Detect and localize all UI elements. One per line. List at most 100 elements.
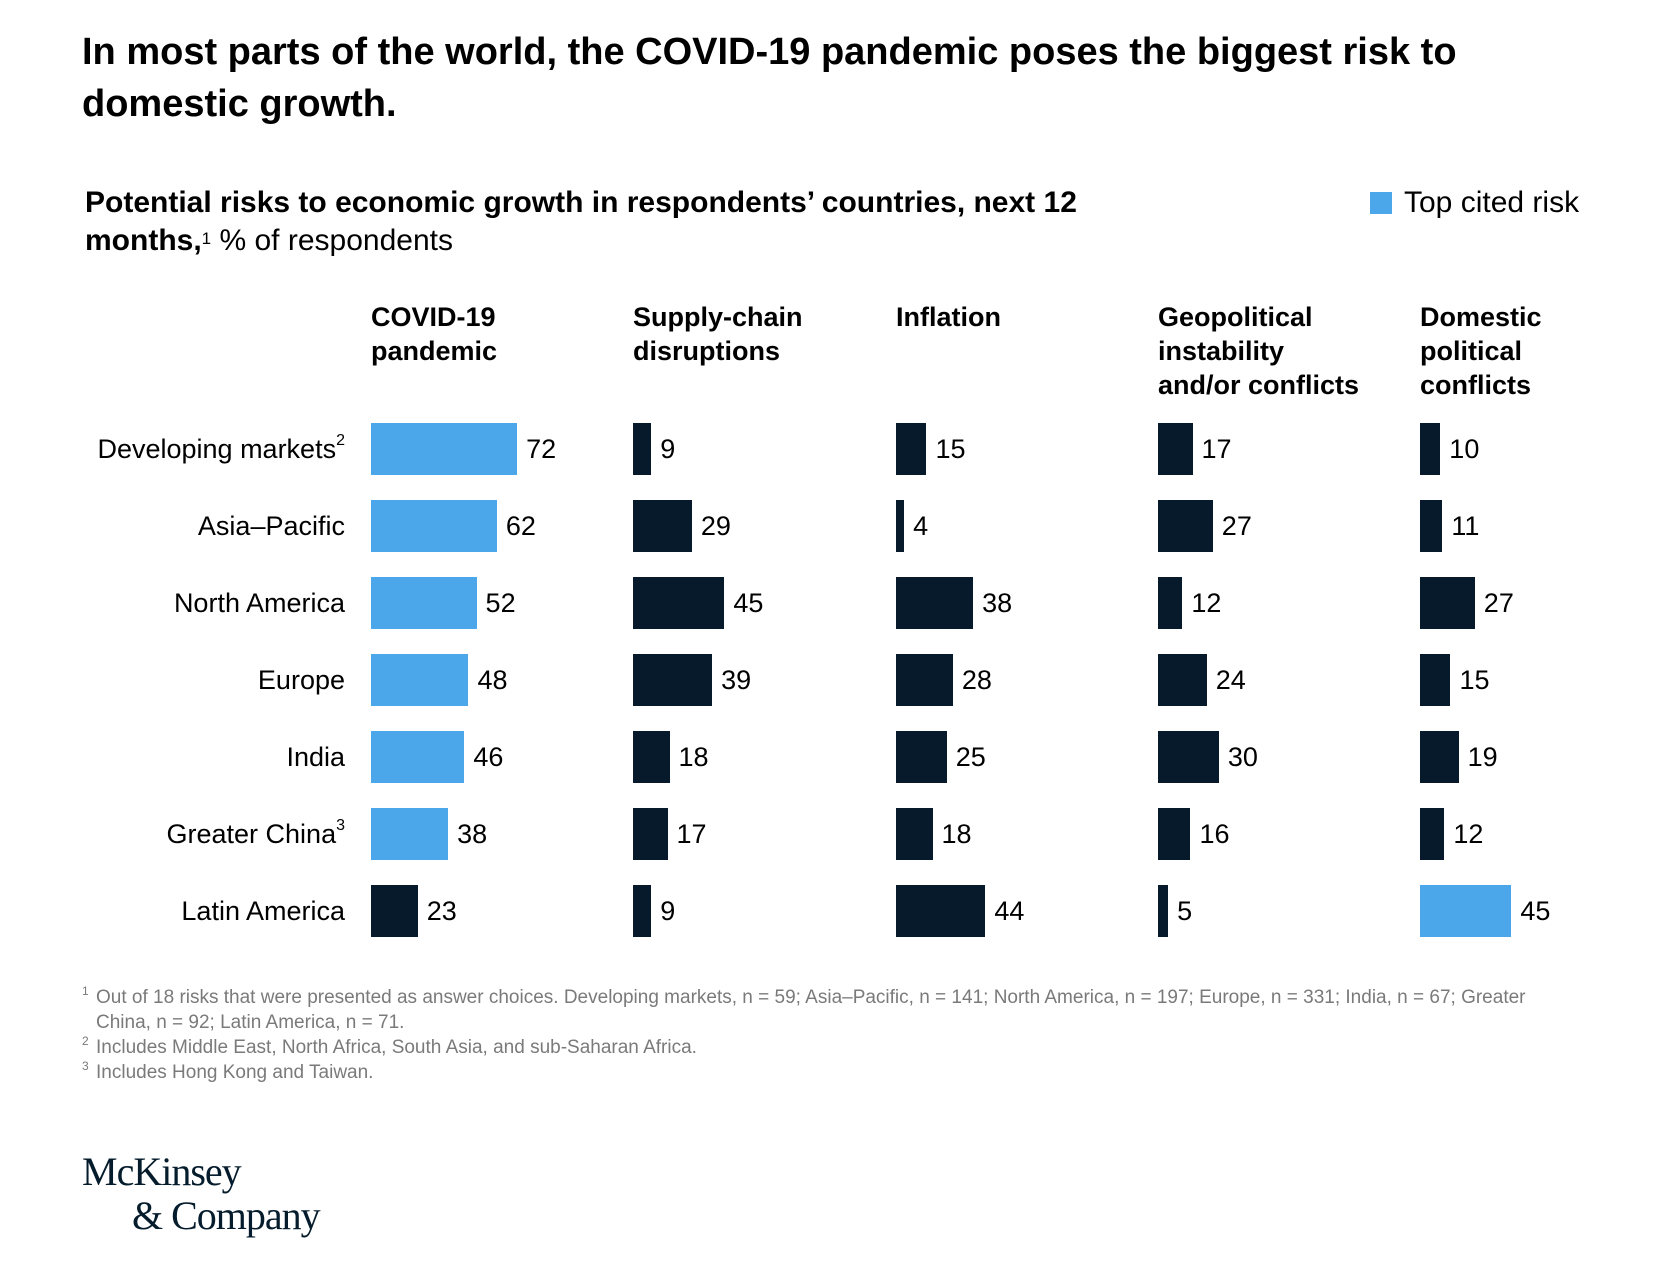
bar-value-label: 48 bbox=[477, 665, 508, 695]
bar-value-label: 24 bbox=[1215, 665, 1246, 695]
chart-subtitle: Potential risks to economic growth in re… bbox=[85, 184, 1185, 260]
bar bbox=[371, 885, 418, 937]
bar-value-label: 23 bbox=[426, 896, 457, 926]
bar-value-label: 18 bbox=[941, 819, 972, 849]
bar-value-label: 4 bbox=[913, 511, 929, 541]
bar-value-label: 29 bbox=[700, 511, 731, 541]
row-label: India bbox=[286, 742, 345, 772]
bar-value-label: 9 bbox=[660, 896, 676, 926]
bar-value-label: 17 bbox=[676, 819, 707, 849]
column-header: COVID-19 pandemic bbox=[371, 302, 498, 366]
bar-value-label: 44 bbox=[994, 896, 1025, 926]
bar bbox=[896, 500, 905, 552]
row-label: Developing markets2 bbox=[97, 432, 345, 464]
bar-value-label: 12 bbox=[1191, 588, 1222, 618]
row-label: Greater China3 bbox=[166, 817, 346, 849]
bar bbox=[896, 885, 986, 937]
bar bbox=[371, 654, 469, 706]
footnote: 2 Includes Middle East, North Africa, Sou… bbox=[82, 1034, 1562, 1060]
bar bbox=[633, 577, 725, 629]
bar-value-label: 27 bbox=[1221, 511, 1252, 541]
footnote: 1 Out of 18 risks that were presented as … bbox=[82, 984, 1562, 1035]
bar bbox=[1158, 885, 1169, 937]
legend: Top cited risk bbox=[1370, 186, 1579, 220]
bar bbox=[1420, 577, 1475, 629]
row-label: Latin America bbox=[181, 896, 345, 926]
bar bbox=[1420, 885, 1512, 937]
logo-line-2: & Company bbox=[132, 1193, 321, 1238]
bar bbox=[633, 423, 652, 475]
bar-value-label: 27 bbox=[1483, 588, 1514, 618]
bar-value-label: 38 bbox=[982, 588, 1013, 618]
bar-value-label: 39 bbox=[721, 665, 752, 695]
bar bbox=[633, 500, 692, 552]
bar-value-label: 52 bbox=[485, 588, 516, 618]
bar-value-label: 11 bbox=[1451, 511, 1480, 541]
bar bbox=[1158, 654, 1207, 706]
bar bbox=[896, 423, 927, 475]
bar-value-label: 28 bbox=[961, 665, 992, 695]
footnote-mark: 2 bbox=[82, 1034, 89, 1048]
footnote-text: Out of 18 risks that were presented as a… bbox=[96, 987, 1526, 1033]
bar-value-label: 46 bbox=[473, 742, 504, 772]
bar bbox=[633, 885, 652, 937]
footnote: 3 Includes Hong Kong and Taiwan. bbox=[82, 1059, 1562, 1085]
bar bbox=[633, 654, 713, 706]
bar bbox=[371, 808, 449, 860]
bar bbox=[896, 577, 974, 629]
legend-label: Top cited risk bbox=[1404, 186, 1580, 219]
column-header: Inflation bbox=[896, 302, 1001, 332]
bar bbox=[1158, 423, 1193, 475]
page-title: In most parts of the world, the COVID-19… bbox=[82, 31, 1457, 125]
footnote-text: Includes Middle East, North Africa, Sout… bbox=[96, 1037, 697, 1058]
subtitle-bold-text: Potential risks to economic growth in re… bbox=[85, 186, 1077, 257]
bar-value-label: 30 bbox=[1227, 742, 1258, 772]
footnote-mark: 1 bbox=[82, 984, 89, 998]
bar bbox=[1158, 731, 1219, 783]
bar bbox=[633, 731, 670, 783]
bar bbox=[1158, 808, 1191, 860]
row-label: Europe bbox=[257, 665, 345, 695]
bar-value-label: 62 bbox=[505, 511, 536, 541]
legend-swatch bbox=[1370, 192, 1392, 214]
column-header: Supply-chain disruptions bbox=[633, 302, 803, 366]
subtitle-footnote-mark: 1 bbox=[201, 229, 212, 248]
bar bbox=[896, 731, 947, 783]
bar-value-label: 15 bbox=[935, 434, 966, 464]
bar bbox=[371, 577, 477, 629]
bar bbox=[1158, 577, 1183, 629]
bar-value-label: 15 bbox=[1459, 665, 1490, 695]
bar-value-label: 45 bbox=[733, 588, 764, 618]
bar bbox=[1420, 423, 1441, 475]
footnotes: 1 Out of 18 risks that were presented as … bbox=[82, 984, 1562, 1085]
bar bbox=[371, 731, 465, 783]
bar bbox=[371, 423, 518, 475]
bar-value-label: 10 bbox=[1449, 434, 1480, 464]
bar bbox=[1420, 731, 1459, 783]
subtitle-unit-text: % of respondents bbox=[211, 224, 453, 257]
bar-value-label: 5 bbox=[1177, 896, 1193, 926]
bar-value-label: 16 bbox=[1199, 819, 1230, 849]
bar-value-label: 17 bbox=[1201, 434, 1232, 464]
bar bbox=[896, 808, 933, 860]
bar bbox=[633, 808, 668, 860]
bar-value-label: 72 bbox=[526, 434, 557, 464]
bar bbox=[1420, 808, 1445, 860]
bar-value-label: 45 bbox=[1520, 896, 1551, 926]
bar bbox=[371, 500, 497, 552]
column-header: Geopolitical instability and/or conflict… bbox=[1158, 302, 1360, 400]
row-label: Asia–Pacific bbox=[197, 511, 345, 541]
bar-value-label: 9 bbox=[660, 434, 676, 464]
bar-value-label: 19 bbox=[1467, 742, 1498, 772]
column-header: Domestic political conflicts bbox=[1420, 302, 1542, 400]
bar-value-label: 25 bbox=[955, 742, 986, 772]
row-label: North America bbox=[173, 588, 345, 618]
footnote-mark: 3 bbox=[82, 1059, 89, 1073]
bar bbox=[1420, 500, 1443, 552]
bar-value-label: 38 bbox=[457, 819, 488, 849]
bar bbox=[1420, 654, 1451, 706]
bar bbox=[896, 654, 953, 706]
bar-value-label: 18 bbox=[678, 742, 709, 772]
mckinsey-logo: McKinsey & Company bbox=[82, 1150, 321, 1238]
bar-value-label: 12 bbox=[1453, 819, 1484, 849]
